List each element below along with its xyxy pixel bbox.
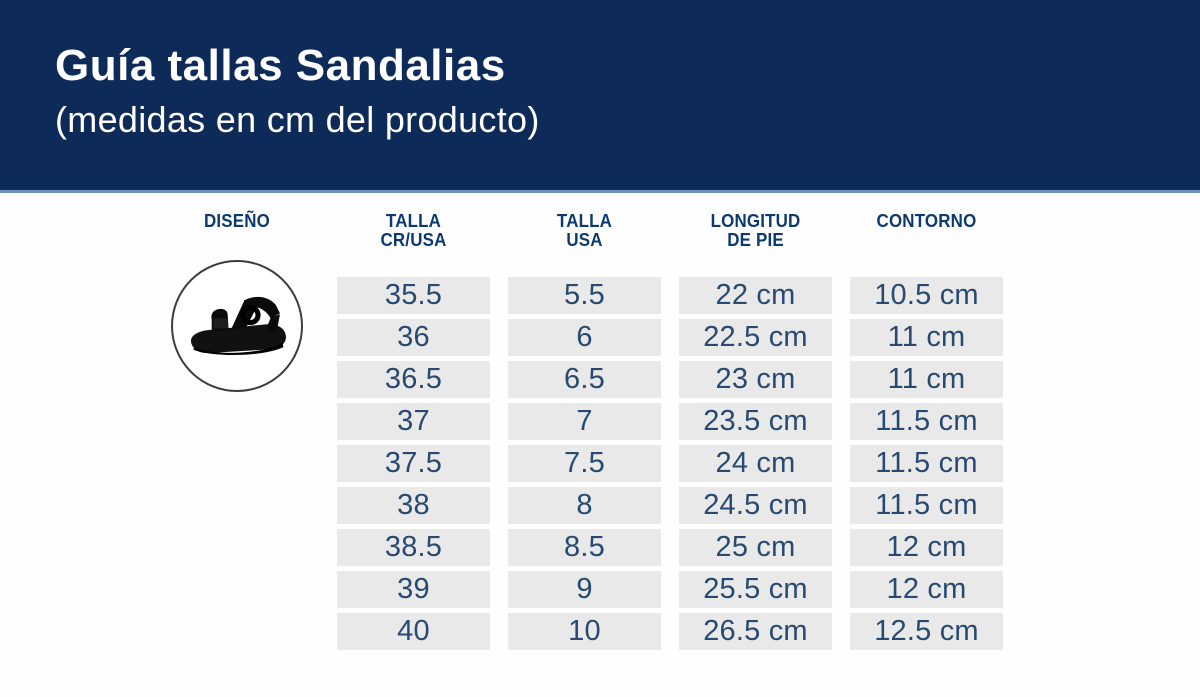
column-header-talla-cr-usa: TALLA CR/USA bbox=[342, 212, 486, 250]
table-cell: 12.5 cm bbox=[850, 613, 1003, 650]
column-header-line: DE PIE bbox=[727, 230, 784, 250]
table-cell: 37.5 bbox=[337, 445, 490, 482]
table-cell: 24 cm bbox=[679, 445, 832, 482]
table-cell: 22.5 cm bbox=[679, 319, 832, 356]
table-cell: 10.5 cm bbox=[850, 277, 1003, 314]
page-subtitle: (medidas en cm del producto) bbox=[55, 99, 540, 140]
sandal-icon bbox=[178, 267, 296, 385]
table-cell: 24.5 cm bbox=[679, 487, 832, 524]
column-header-line: USA bbox=[566, 230, 603, 250]
design-product-image bbox=[171, 260, 303, 392]
column-header-longitud-de-pie: LONGITUD DE PIE bbox=[684, 212, 828, 250]
table-cell: 9 bbox=[508, 571, 661, 608]
table-cell: 23.5 cm bbox=[679, 403, 832, 440]
table-cell: 37 bbox=[337, 403, 490, 440]
table-cell: 6.5 bbox=[508, 361, 661, 398]
table-cell: 7 bbox=[508, 403, 661, 440]
table-cell: 11 cm bbox=[850, 361, 1003, 398]
table-cell: 38.5 bbox=[337, 529, 490, 566]
table-cell: 11 cm bbox=[850, 319, 1003, 356]
column-header-talla-usa: TALLA USA bbox=[513, 212, 657, 250]
table-cell: 39 bbox=[337, 571, 490, 608]
table-cell: 35.5 bbox=[337, 277, 490, 314]
table-cell: 25 cm bbox=[679, 529, 832, 566]
column-header-line: DISEÑO bbox=[203, 211, 271, 231]
header-banner: Guía tallas Sandalias (medidas en cm del… bbox=[0, 0, 1200, 193]
table-cell: 12 cm bbox=[850, 571, 1003, 608]
table-cell: 11.5 cm bbox=[850, 445, 1003, 482]
column-header-line: CONTORNO bbox=[876, 211, 977, 231]
table-cell: 38 bbox=[337, 487, 490, 524]
table-cell: 36.5 bbox=[337, 361, 490, 398]
table-cell: 5.5 bbox=[508, 277, 661, 314]
column-header-contorno: CONTORNO bbox=[855, 212, 999, 231]
table-cell: 26.5 cm bbox=[679, 613, 832, 650]
table-cell: 25.5 cm bbox=[679, 571, 832, 608]
table-cell: 7.5 bbox=[508, 445, 661, 482]
column-header-diseno: DISEÑO bbox=[165, 212, 310, 231]
page-title: Guía tallas Sandalias bbox=[55, 41, 506, 90]
table-cell: 12 cm bbox=[850, 529, 1003, 566]
column-header-line: CR/USA bbox=[380, 230, 447, 250]
column-header-line: TALLA bbox=[556, 211, 613, 231]
table-cell: 8 bbox=[508, 487, 661, 524]
table-cell: 11.5 cm bbox=[850, 487, 1003, 524]
table-cell: 40 bbox=[337, 613, 490, 650]
column-header-line: LONGITUD bbox=[710, 211, 801, 231]
table-cell: 6 bbox=[508, 319, 661, 356]
table-cell: 11.5 cm bbox=[850, 403, 1003, 440]
table-cell: 10 bbox=[508, 613, 661, 650]
column-header-line: TALLA bbox=[385, 211, 442, 231]
table-cell: 23 cm bbox=[679, 361, 832, 398]
table-cell: 36 bbox=[337, 319, 490, 356]
table-cell: 8.5 bbox=[508, 529, 661, 566]
size-table-grid: 35.5 5.5 22 cm 10.5 cm 36 6 22.5 cm 11 c… bbox=[337, 277, 1003, 650]
table-cell: 22 cm bbox=[679, 277, 832, 314]
